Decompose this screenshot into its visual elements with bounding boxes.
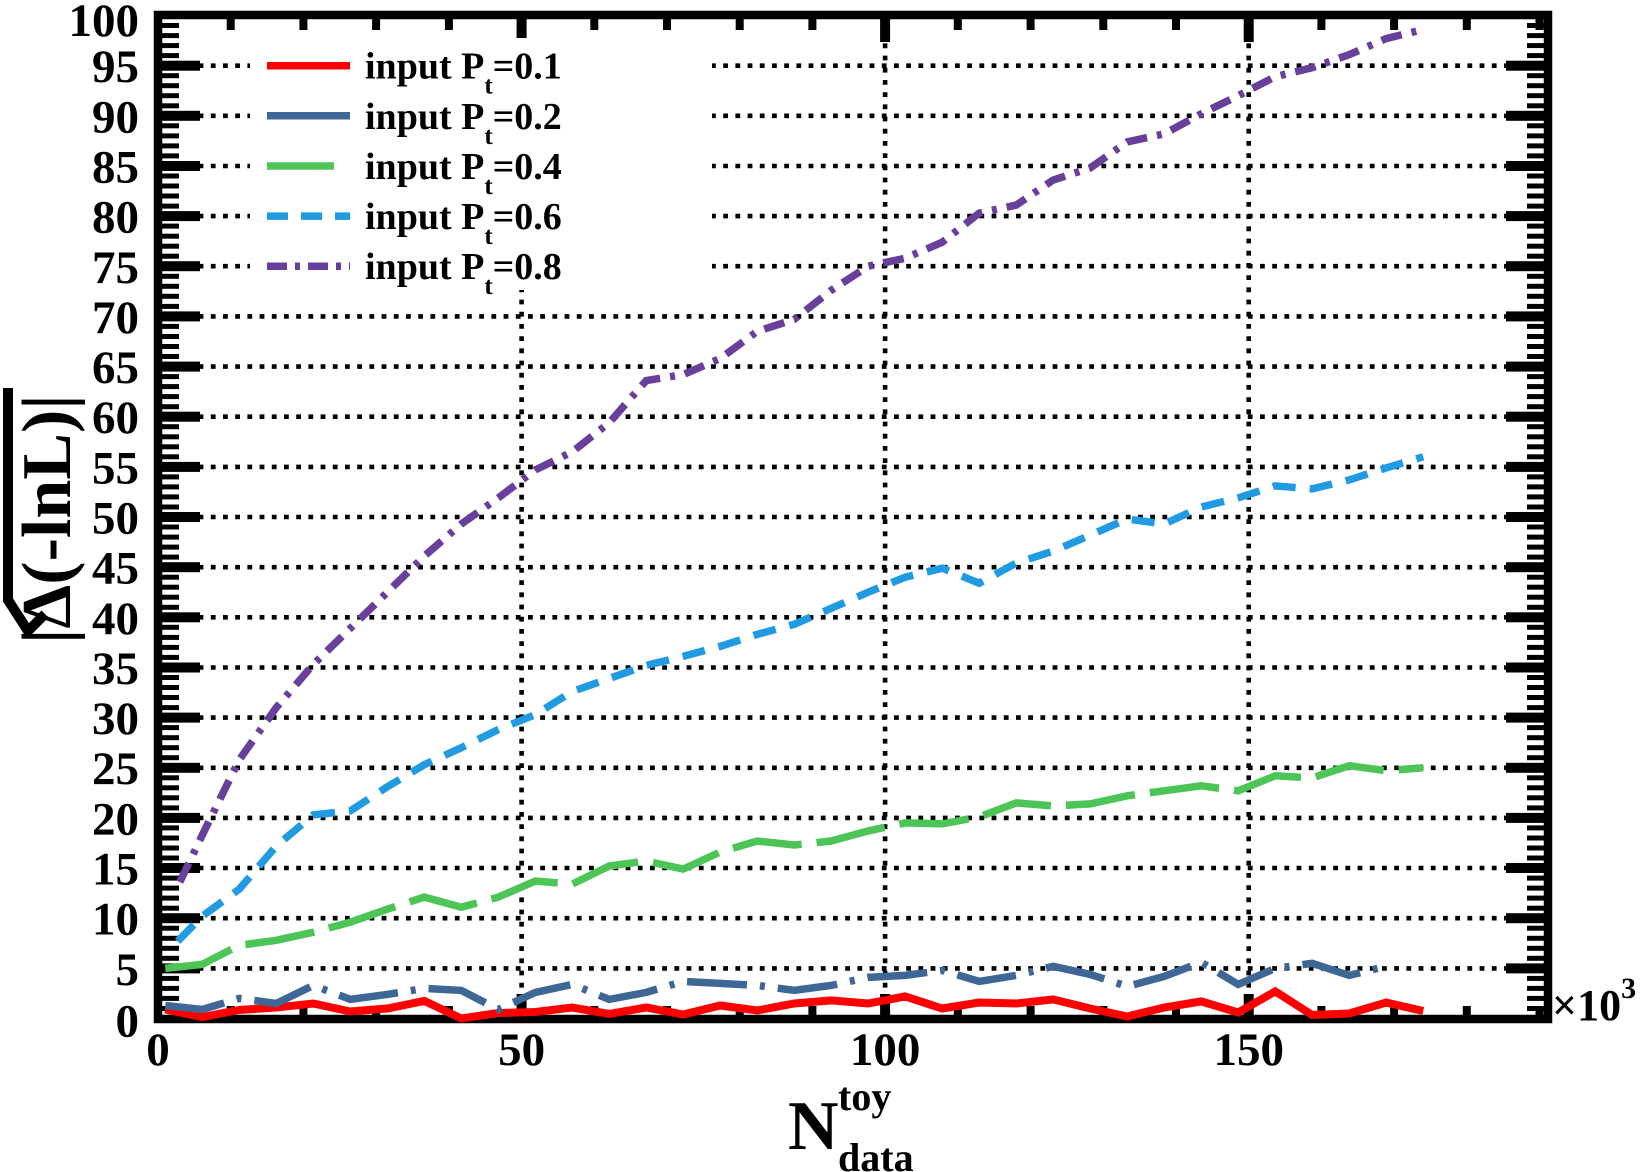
svg-text:40: 40 [92,593,139,645]
svg-text:80: 80 [92,192,139,244]
svg-text:5: 5 [116,944,140,996]
svg-text:45: 45 [92,543,139,595]
svg-text:75: 75 [92,242,139,294]
svg-text:85: 85 [92,142,139,194]
svg-text:95: 95 [92,41,139,93]
svg-text:150: 150 [1213,1024,1284,1076]
svg-text:50: 50 [498,1024,545,1076]
svg-text:toy: toy [838,1074,891,1119]
svg-text:15: 15 [92,844,139,896]
svg-text:|Δ(-lnL)|: |Δ(-lnL)| [9,394,86,644]
svg-text:30: 30 [92,693,139,745]
svg-text:20: 20 [92,793,139,845]
svg-text:25: 25 [92,743,139,795]
svg-text:100: 100 [69,0,140,47]
svg-text:100: 100 [850,1024,921,1076]
svg-text:35: 35 [92,643,139,695]
svg-text:55: 55 [92,442,139,494]
svg-text:10: 10 [92,894,139,946]
svg-text:N: N [788,1088,839,1165]
svg-text:50: 50 [92,493,139,545]
svg-text:90: 90 [92,91,139,143]
svg-text:data: data [838,1135,914,1172]
svg-text:60: 60 [92,392,139,444]
svg-text:65: 65 [92,342,139,394]
svg-text:0: 0 [146,1024,170,1076]
svg-text:0: 0 [116,996,140,1048]
svg-text:70: 70 [92,292,139,344]
